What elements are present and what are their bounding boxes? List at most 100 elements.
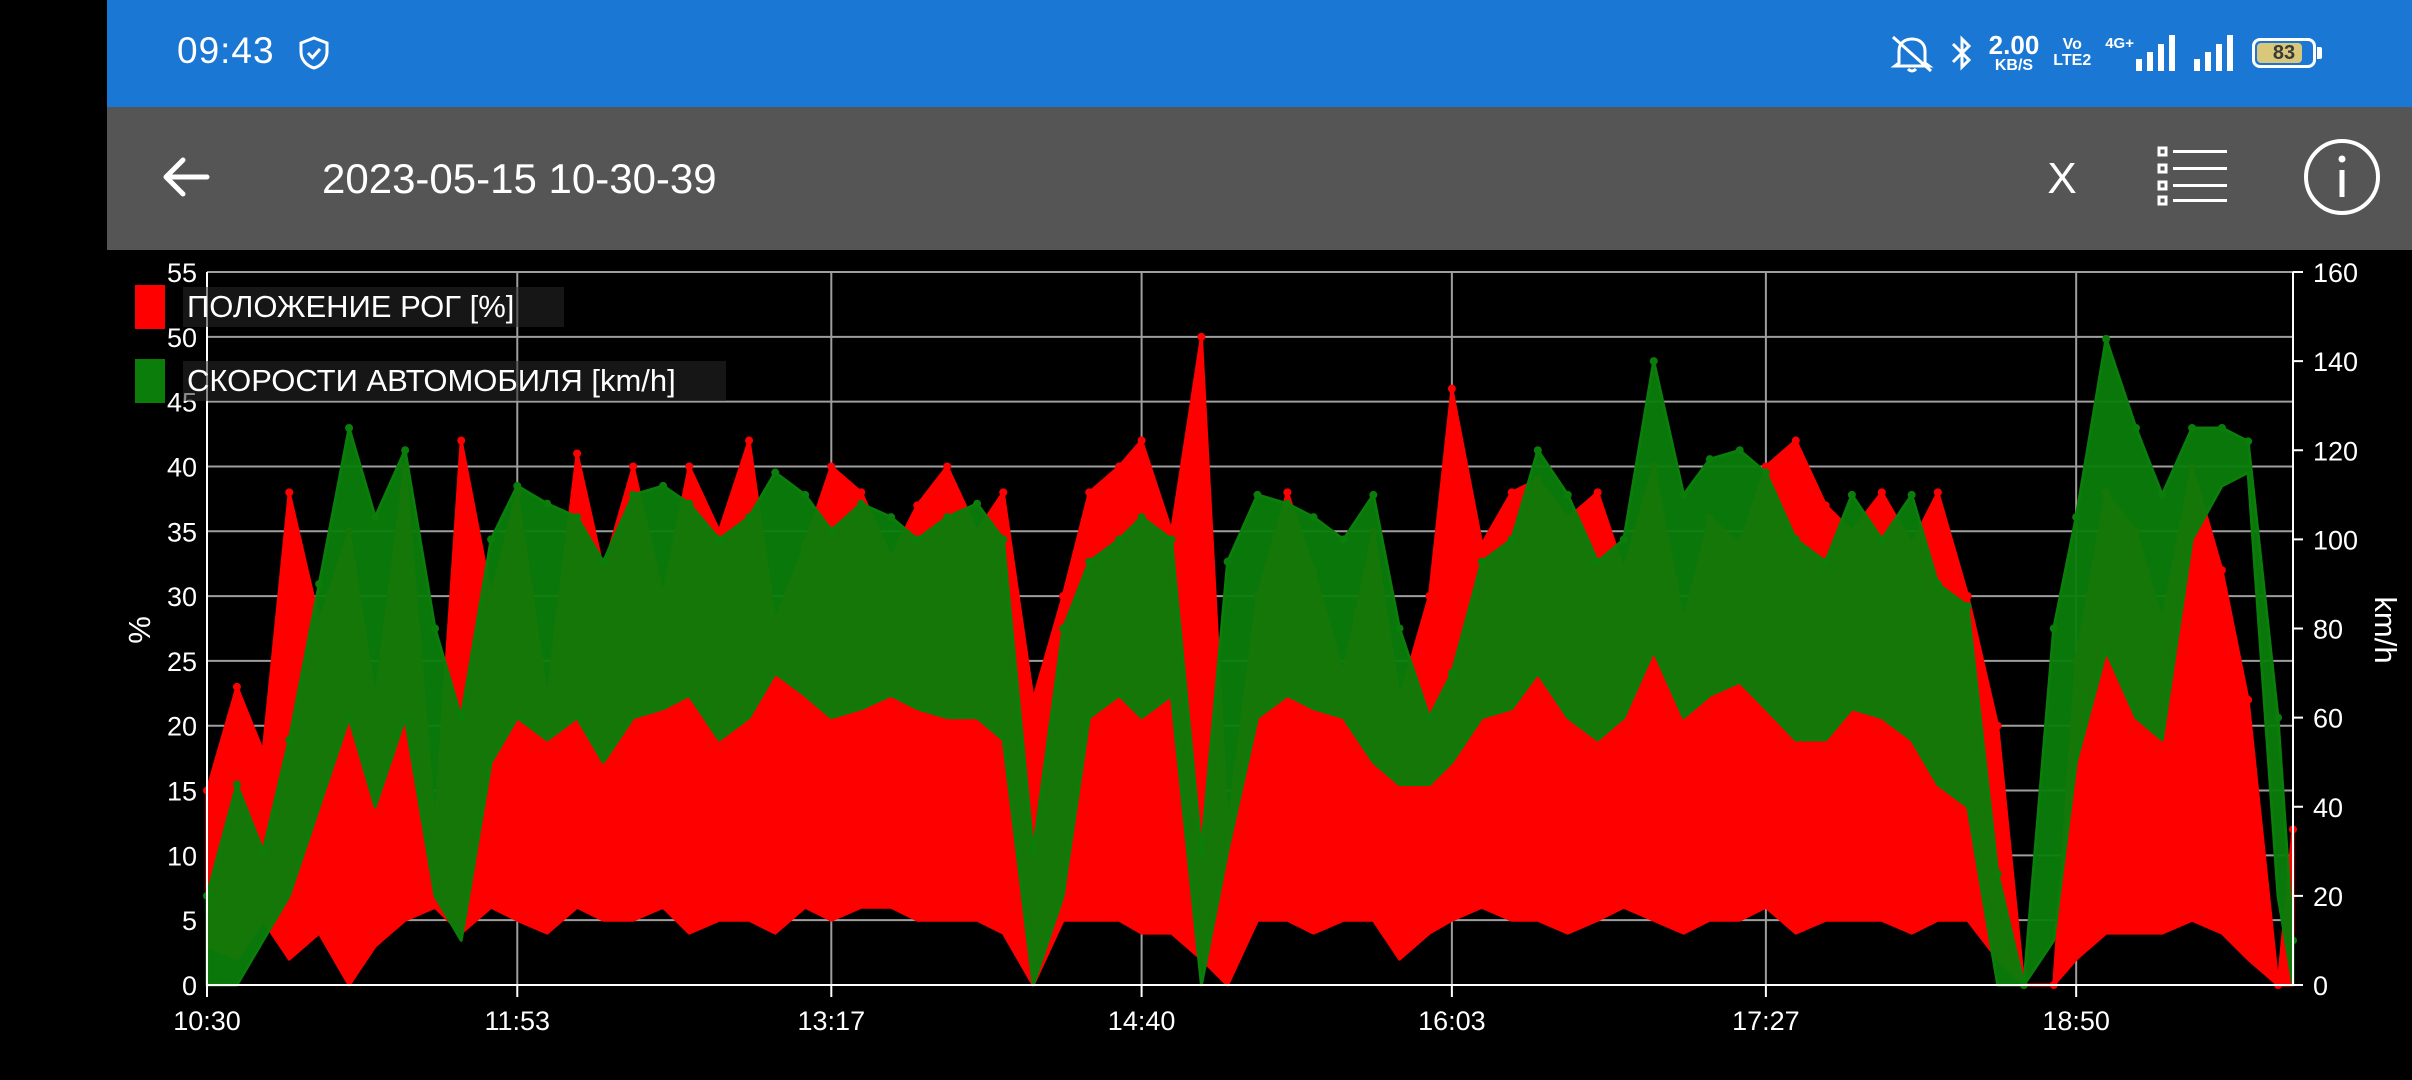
x-tick-label: 10:30 <box>173 1006 241 1036</box>
data-point <box>1933 488 1942 497</box>
series-layer <box>203 332 2297 989</box>
signal-icon <box>2136 35 2175 71</box>
data-point <box>1563 490 1572 499</box>
data-point <box>1115 462 1124 471</box>
battery-icon: 83 <box>2252 38 2316 68</box>
back-arrow-icon[interactable] <box>157 147 217 207</box>
info-icon[interactable] <box>2302 137 2382 217</box>
y-tick-label-left: 35 <box>167 517 197 547</box>
data-point <box>371 513 380 522</box>
data-point <box>431 624 440 633</box>
data-point <box>1029 847 1038 856</box>
x-tick-label: 17:27 <box>1732 1006 1800 1036</box>
data-point <box>285 488 294 497</box>
data-point <box>2102 334 2111 343</box>
data-point <box>513 481 522 490</box>
data-point <box>1059 624 1068 633</box>
battery-tip <box>2317 47 2322 59</box>
data-point <box>1705 455 1714 464</box>
data-point <box>1507 535 1516 544</box>
data-point <box>801 490 810 499</box>
y-tick-label-left: 25 <box>167 647 197 677</box>
data-point <box>1309 513 1318 522</box>
data-point <box>1821 557 1830 566</box>
data-point <box>285 735 294 744</box>
data-point <box>1115 535 1124 544</box>
data-point <box>1339 535 1348 544</box>
data-point <box>1847 490 1856 499</box>
data-point <box>1619 535 1628 544</box>
data-point <box>1907 490 1916 499</box>
data-point <box>1059 592 1068 601</box>
data-point <box>1993 869 2002 878</box>
data-point <box>685 462 694 471</box>
data-point <box>827 526 836 535</box>
close-button[interactable]: X <box>2047 154 2077 203</box>
x-tick-label: 18:50 <box>2042 1006 2110 1036</box>
data-point <box>2244 437 2253 446</box>
data-point <box>857 488 866 497</box>
bluetooth-icon <box>1951 35 1971 71</box>
data-point <box>1821 501 1830 510</box>
data-point <box>1993 721 2002 730</box>
y-tick-label-left: 15 <box>167 777 197 807</box>
data-point <box>457 436 466 445</box>
data-point <box>315 579 324 588</box>
data-point <box>715 535 724 544</box>
legend-label-throttle: ПОЛОЖЕНИЕ РОГ [%] <box>183 287 565 327</box>
battery-level: 83 <box>2272 41 2296 64</box>
data-point <box>1283 499 1292 508</box>
y-tick-label-left: 50 <box>167 323 197 353</box>
data-point <box>1369 490 1378 499</box>
y-tick-label-left: 55 <box>167 258 197 288</box>
y-tick-label-right: 0 <box>2313 971 2328 1001</box>
signal-group-1: 4G+ <box>2105 35 2180 71</box>
data-point <box>1533 446 1542 455</box>
data-point <box>1593 557 1602 566</box>
data-point <box>1029 695 1038 704</box>
list-icon[interactable] <box>2157 145 2229 207</box>
data-point <box>1877 535 1886 544</box>
data-point <box>345 423 354 432</box>
data-point <box>2217 566 2226 575</box>
volte-top: Vo <box>2062 36 2082 53</box>
page-title: 2023-05-15 10-30-39 <box>322 155 717 202</box>
data-point <box>1963 592 1972 601</box>
signal-icon <box>2194 35 2233 71</box>
y-tick-label-left: 20 <box>167 712 197 742</box>
data-point <box>232 780 241 789</box>
legend-item-throttle[interactable]: ПОЛОЖЕНИЕ РОГ [%] <box>135 283 726 331</box>
data-point <box>2131 423 2140 432</box>
data-point <box>1761 462 1770 471</box>
data-point <box>1085 488 1094 497</box>
data-point <box>2049 624 2058 633</box>
data-point <box>1761 468 1770 477</box>
data-point <box>999 535 1008 544</box>
data-point <box>1649 357 1658 366</box>
data-point <box>2274 713 2283 722</box>
legend-item-speed[interactable]: СКОРОСТИ АВТОМОБИЛЯ [km/h] <box>135 357 726 405</box>
data-point <box>457 713 466 722</box>
screen-left-bezel <box>0 0 107 1080</box>
net-speed-value: 2.00 <box>1988 30 2040 60</box>
legend-swatch-speed <box>135 359 165 403</box>
data-point <box>1085 557 1094 566</box>
status-bar: 09:43 2.00 KB/S Vo LTE2 4G+ <box>107 0 2412 107</box>
data-point <box>943 462 952 471</box>
data-point <box>685 499 694 508</box>
net-speed-unit: KB/S <box>1994 57 2034 74</box>
data-point <box>1963 602 1972 611</box>
data-point <box>1223 557 1232 566</box>
data-point <box>401 446 410 455</box>
x-tick-label: 13:17 <box>798 1006 866 1036</box>
y-tick-label-right: 140 <box>2313 347 2358 377</box>
legend-label-speed: СКОРОСТИ АВТОМОБИЛЯ [km/h] <box>183 361 726 401</box>
data-point <box>1395 624 1404 633</box>
data-point <box>771 468 780 477</box>
y-tick-label-left: 5 <box>182 906 197 936</box>
y-tick-label-left: 0 <box>182 971 197 1001</box>
data-point <box>259 747 268 756</box>
data-point <box>1167 527 1176 536</box>
data-point <box>599 557 608 566</box>
data-point <box>2072 513 2081 522</box>
